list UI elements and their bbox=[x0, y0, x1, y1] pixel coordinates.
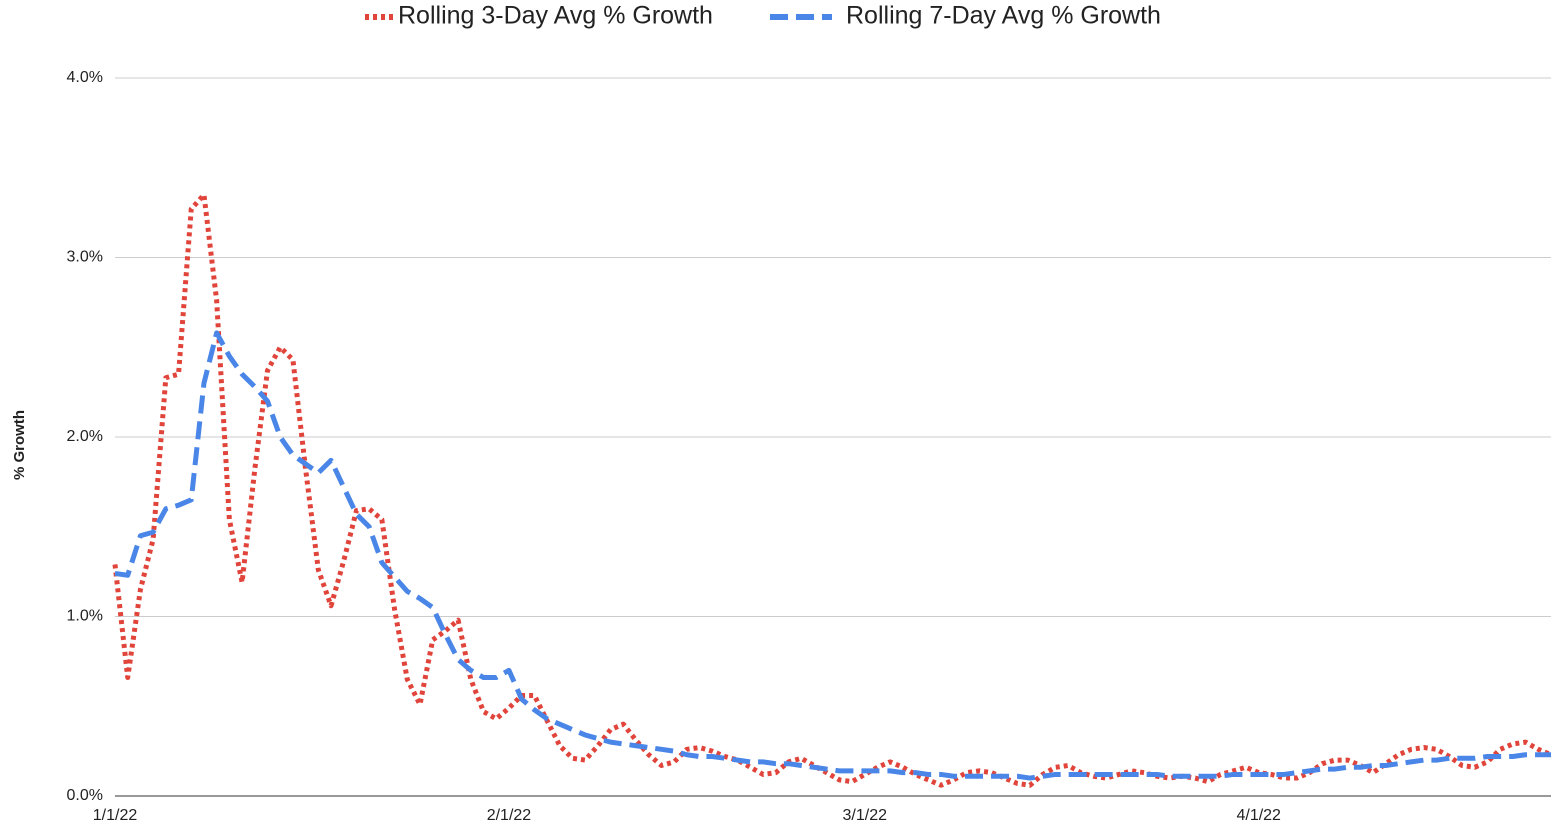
y-axis-title: % Growth bbox=[11, 410, 28, 480]
series-line bbox=[114, 330, 1551, 781]
x-tick-label: 3/1/22 bbox=[843, 807, 888, 824]
series-line bbox=[112, 192, 1551, 788]
y-tick-label: 3.0% bbox=[67, 249, 103, 266]
x-tick-label: 2/1/22 bbox=[487, 807, 532, 824]
y-tick-label: 2.0% bbox=[67, 428, 103, 445]
x-tick-label: 1/1/22 bbox=[93, 807, 138, 824]
y-tick-label: 4.0% bbox=[67, 69, 103, 86]
x-tick-label: 4/1/22 bbox=[1236, 807, 1281, 824]
legend-label: Rolling 7-Day Avg % Growth bbox=[846, 2, 1161, 30]
y-tick-label: 0.0% bbox=[67, 787, 103, 804]
legend-label: Rolling 3-Day Avg % Growth bbox=[398, 2, 713, 30]
y-tick-label: 1.0% bbox=[67, 608, 103, 625]
